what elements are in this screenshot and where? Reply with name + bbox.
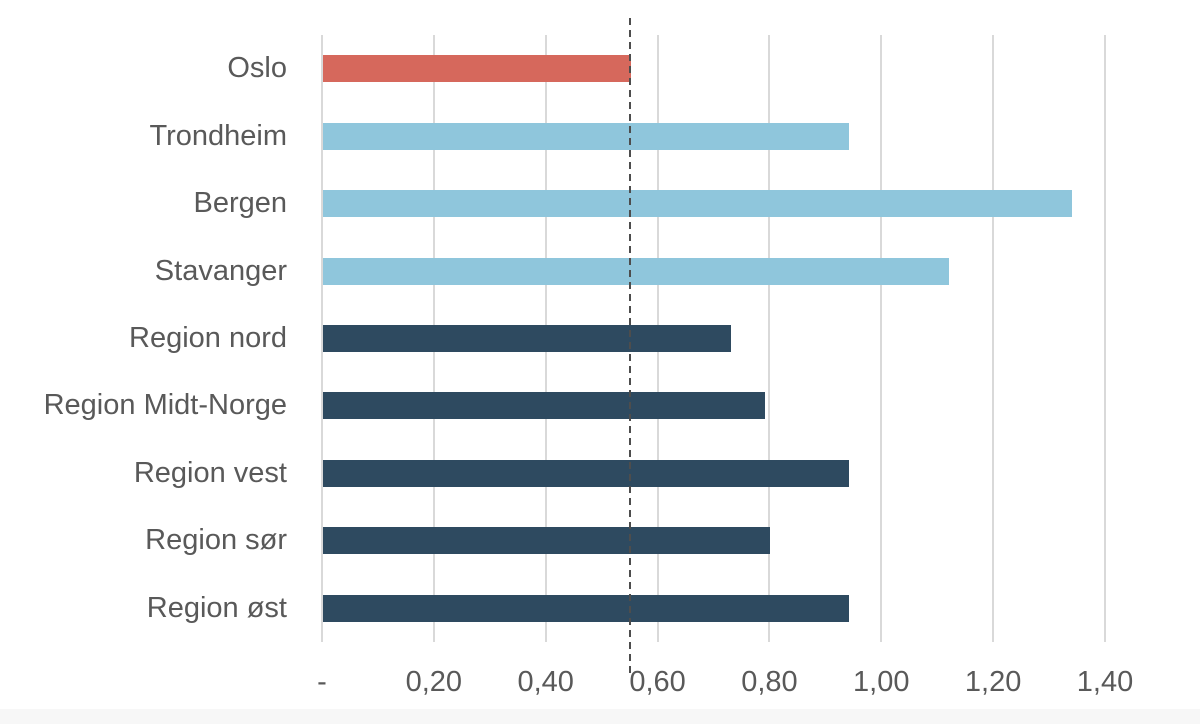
bar-stavanger (323, 257, 950, 285)
x-tick-label: 1,20 (964, 666, 1022, 698)
x-tick-label: 0,60 (629, 666, 686, 698)
gridline (1104, 35, 1106, 642)
bar-bergen (323, 190, 1073, 218)
category-label: Region Midt-Norge (43, 389, 287, 422)
bar-region-s-r (323, 527, 771, 555)
gridline (992, 35, 995, 642)
x-tick-label: 1,40 (1076, 666, 1134, 698)
x-tick-label: 0,20 (405, 666, 463, 698)
category-label: Trondheim (149, 119, 287, 152)
bottom-strip (0, 709, 1200, 724)
category-label: Bergen (193, 187, 287, 220)
category-label: Region nord (129, 321, 287, 354)
value-axis-line (321, 35, 323, 642)
x-tick-label: 1,00 (853, 666, 910, 698)
bar-region-nord (323, 325, 732, 352)
bar-region-midt-norge (323, 392, 765, 420)
category-label: Stavanger (154, 254, 287, 287)
x-tick-label: - (317, 666, 327, 698)
gridline (880, 35, 883, 642)
category-label: Region øst (146, 591, 287, 624)
category-label: Oslo (227, 52, 287, 85)
x-tick-label: 0,40 (517, 666, 574, 698)
bar-region-st (323, 594, 849, 622)
x-tick-label: 0,80 (741, 666, 798, 698)
category-label: Region sør (145, 524, 287, 557)
bar-region-vest (323, 459, 849, 487)
bar-trondheim (323, 122, 849, 150)
gridline (768, 35, 771, 642)
bar-oslo (323, 55, 631, 83)
category-label: Region vest (133, 456, 287, 489)
reference-line (628, 18, 631, 677)
